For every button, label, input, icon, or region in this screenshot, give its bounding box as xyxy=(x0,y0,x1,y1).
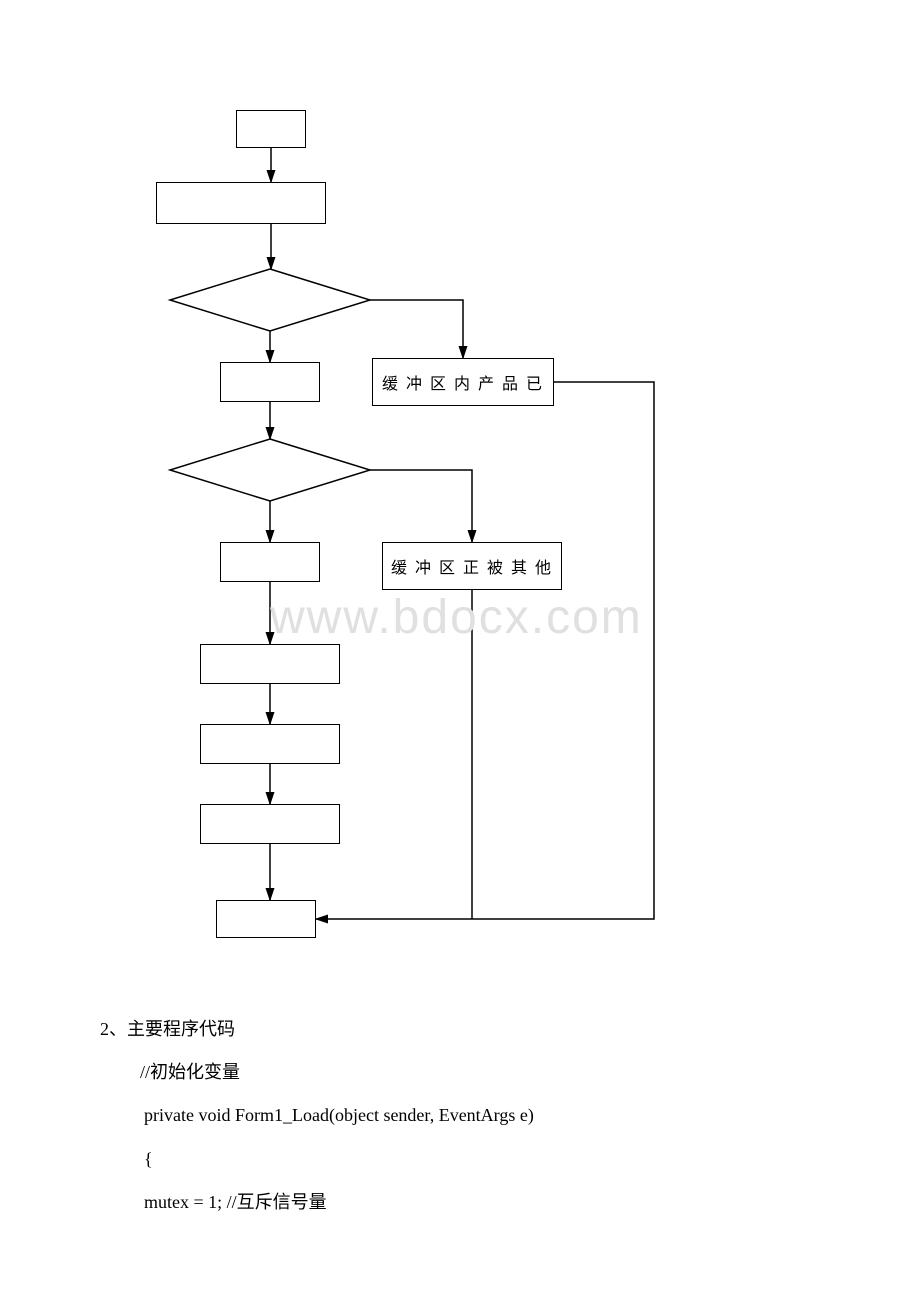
flowchart-edges xyxy=(0,0,920,980)
code-section: 2、主要程序代码 //初始化变量 private void Form1_Load… xyxy=(100,1008,534,1224)
flowchart-container: www.bdocx.com xyxy=(0,0,920,980)
node-step-3 xyxy=(220,542,320,582)
code-line-2: { xyxy=(100,1138,534,1181)
node-start xyxy=(236,110,306,148)
node-step-2 xyxy=(220,362,320,402)
node-end xyxy=(216,900,316,938)
section-heading: 2、主要程序代码 xyxy=(100,1008,534,1051)
code-line-3: mutex = 1; //互斥信号量 xyxy=(100,1181,534,1224)
code-line-1: private void Form1_Load(object sender, E… xyxy=(100,1094,534,1137)
heading-number: 2、 xyxy=(100,1019,127,1039)
node-step-4 xyxy=(200,644,340,684)
node-step-1 xyxy=(156,182,326,224)
node-step-5 xyxy=(200,724,340,764)
node-buffer-busy: 缓 冲 区 正 被 其 他 xyxy=(382,542,562,590)
heading-text: 主要程序代码 xyxy=(127,1019,235,1039)
code-line-0: //初始化变量 xyxy=(100,1051,534,1094)
watermark-text: www.bdocx.com xyxy=(270,590,643,645)
node-step-6 xyxy=(200,804,340,844)
node-buffer-full: 缓 冲 区 内 产 品 已 xyxy=(372,358,554,406)
